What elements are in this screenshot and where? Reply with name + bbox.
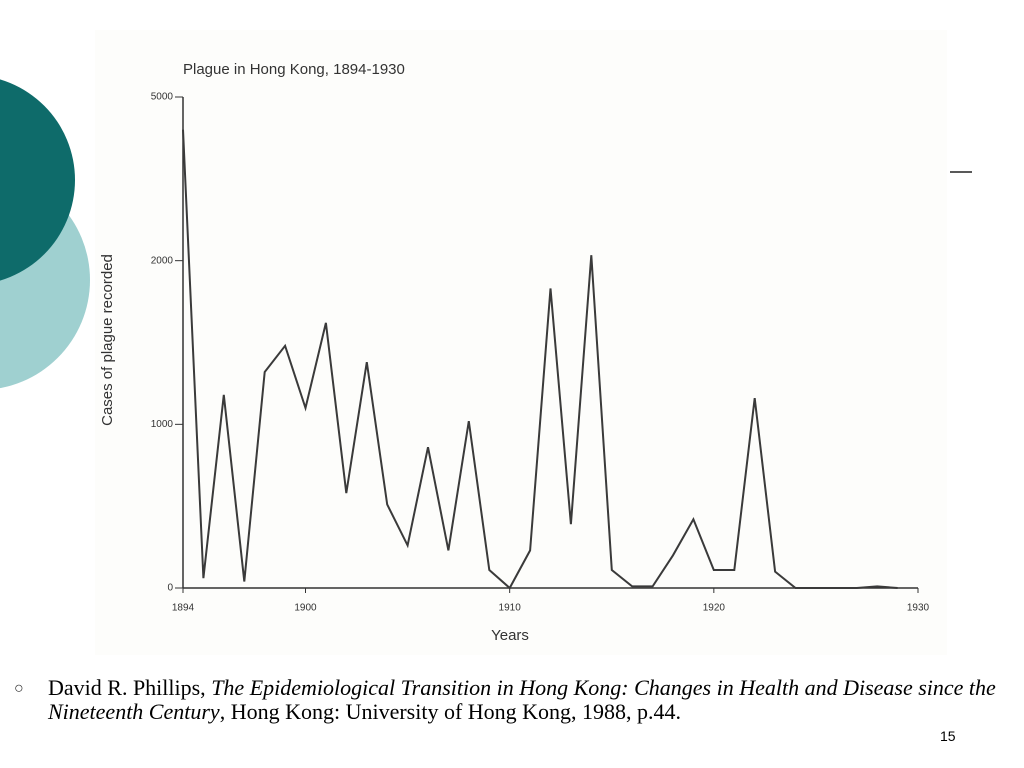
- citation: David R. Phillips, The Epidemiological T…: [48, 676, 1008, 724]
- page-number: 15: [940, 728, 956, 744]
- y-axis-label: Cases of plague recorded: [99, 254, 116, 426]
- citation-author: David R. Phillips,: [48, 675, 212, 700]
- y-tick-label: 1000: [151, 419, 174, 430]
- chart-image-bg: [95, 30, 947, 655]
- x-axis-label: Years: [491, 627, 529, 644]
- y-tick-label: 5000: [151, 92, 174, 103]
- x-tick-label: 1900: [294, 603, 317, 614]
- citation-title: The Epidemiological Transition in Hong K…: [48, 675, 996, 724]
- x-tick-label: 1920: [703, 603, 726, 614]
- bullet: ○: [14, 680, 24, 697]
- data-line: [182, 129, 898, 590]
- decor-circle: [0, 79, 75, 281]
- y-tick-label: 2000: [151, 255, 174, 266]
- x-tick-label: 1894: [172, 603, 195, 614]
- chart-title: Plague in Hong Kong, 1894-1930: [183, 61, 405, 78]
- x-tick-label: 1930: [907, 603, 930, 614]
- y-tick-label: 0: [167, 583, 173, 594]
- citation-rest: , Hong Kong: University of Hong Kong, 19…: [219, 699, 682, 724]
- x-tick-label: 1910: [499, 603, 522, 614]
